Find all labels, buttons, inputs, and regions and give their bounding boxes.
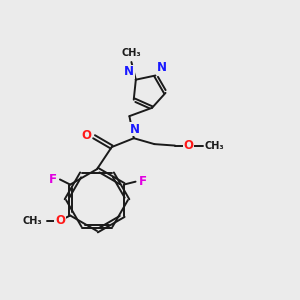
Text: F: F [48, 173, 56, 186]
Text: F: F [139, 175, 146, 188]
Text: O: O [81, 129, 91, 142]
Text: O: O [183, 139, 193, 152]
Text: N: N [124, 65, 134, 78]
Text: N: N [129, 123, 140, 136]
Text: O: O [55, 214, 65, 227]
Text: CH₃: CH₃ [205, 141, 224, 151]
Text: CH₃: CH₃ [122, 49, 141, 58]
Text: N: N [157, 61, 167, 74]
Text: CH₃: CH₃ [22, 216, 42, 226]
